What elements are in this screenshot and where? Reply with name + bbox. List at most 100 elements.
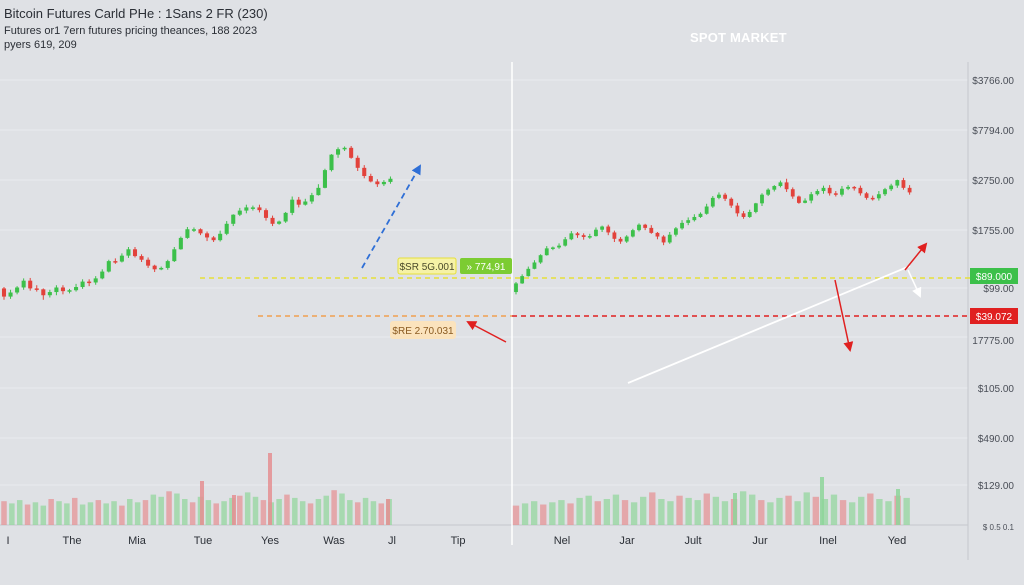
candle-body: [766, 189, 771, 195]
volume-bar: [339, 493, 345, 525]
volume-bar: [127, 499, 133, 525]
red-down-arrow: [834, 279, 854, 352]
volume-bar: [221, 501, 227, 525]
volume-bar: [307, 503, 314, 525]
red-up-arrow: [904, 242, 928, 271]
candle-body: [667, 234, 672, 243]
volume-spike: [733, 493, 737, 525]
volume-bar: [64, 503, 70, 525]
candle-body: [587, 236, 592, 238]
volume-bar: [521, 503, 529, 525]
candle-body: [355, 157, 360, 168]
candle-body: [907, 187, 912, 193]
volume-spike: [386, 499, 390, 525]
volume-bar: [703, 493, 710, 525]
candle-body: [618, 238, 623, 242]
volume-bar: [540, 504, 547, 525]
candle-body: [532, 262, 537, 269]
candle-body: [606, 226, 611, 233]
candle-body: [388, 178, 393, 182]
current-price-red-box: [970, 308, 1018, 324]
volume-bar: [803, 492, 810, 525]
candle-body: [840, 188, 844, 195]
candle-body: [309, 195, 314, 202]
candle-body: [80, 281, 85, 288]
candle-body: [322, 170, 327, 188]
x-tick-label: Was: [323, 535, 345, 547]
y-axis-label: $129.00: [978, 481, 1015, 492]
volume-bar: [150, 494, 157, 525]
candle-body: [594, 229, 598, 237]
candle-body: [514, 283, 518, 293]
candle-body: [637, 224, 641, 231]
candle-body: [858, 187, 863, 194]
y-axis-label: $7794.00: [972, 126, 1014, 137]
volume-bar: [213, 503, 219, 525]
y-axis-label: $490.00: [978, 434, 1015, 445]
volume-bar: [567, 503, 574, 525]
y-axis-label: $2750.00: [972, 176, 1014, 187]
volume-bar: [649, 492, 656, 525]
volume-bar: [292, 497, 298, 525]
volume-bar: [95, 500, 102, 525]
candle-body: [581, 235, 586, 237]
volume-bar: [189, 502, 196, 525]
volume-bar: [40, 505, 47, 525]
candle-body: [146, 259, 151, 266]
x-tick-label: Tue: [194, 535, 213, 547]
candle-body: [883, 189, 887, 195]
candle-body: [778, 182, 783, 187]
volume-bar: [1, 501, 7, 525]
volume-bar: [56, 501, 62, 525]
volume-bar: [558, 500, 565, 525]
volume-bar: [284, 494, 290, 525]
volume-bar: [103, 503, 109, 525]
volume-bar: [362, 497, 369, 525]
candle-body: [132, 249, 138, 257]
candle-body: [185, 229, 190, 238]
volume-bar: [174, 493, 180, 525]
candle-body: [67, 290, 72, 292]
yellow-price-text: $SR 5G.001: [399, 262, 454, 273]
current-price-red-text: $39.072: [976, 312, 1013, 323]
candle-body: [741, 213, 746, 217]
candle-body: [283, 212, 288, 222]
candle-body: [655, 232, 660, 237]
volume-bar: [119, 505, 125, 525]
x-tick-label: Jur: [752, 535, 768, 547]
candle-body: [526, 268, 531, 277]
volume-bar: [166, 491, 172, 525]
candle-body: [649, 227, 654, 233]
volume-bar: [603, 499, 611, 525]
candle-body: [600, 226, 605, 230]
candle-body: [106, 261, 111, 272]
volume-bar: [585, 495, 592, 525]
volume-bar: [867, 493, 874, 525]
volume-bar: [205, 500, 212, 525]
volume-bar: [378, 503, 385, 525]
volume-bar: [594, 501, 601, 525]
volume-bar: [16, 500, 23, 525]
candle-body: [263, 210, 269, 218]
volume-bar: [512, 505, 520, 525]
volume-bar: [229, 497, 235, 525]
candle-body: [704, 206, 709, 214]
candle-body: [28, 280, 33, 289]
green-price-box: [460, 258, 512, 274]
candle-body: [316, 187, 321, 196]
volume-bar: [549, 502, 556, 525]
candle-body: [15, 287, 20, 293]
candle-body: [211, 237, 216, 241]
volume-bar: [903, 497, 910, 525]
candle-body: [717, 194, 721, 198]
candle-body: [569, 233, 574, 240]
white-trend-line: [627, 265, 911, 384]
candle-body: [544, 248, 549, 256]
candlesticks: [1, 145, 912, 300]
volume-bar: [685, 497, 692, 525]
candle-body: [349, 147, 354, 158]
candle-body: [550, 247, 555, 249]
candle-body: [520, 276, 525, 284]
candle-body: [760, 194, 764, 204]
